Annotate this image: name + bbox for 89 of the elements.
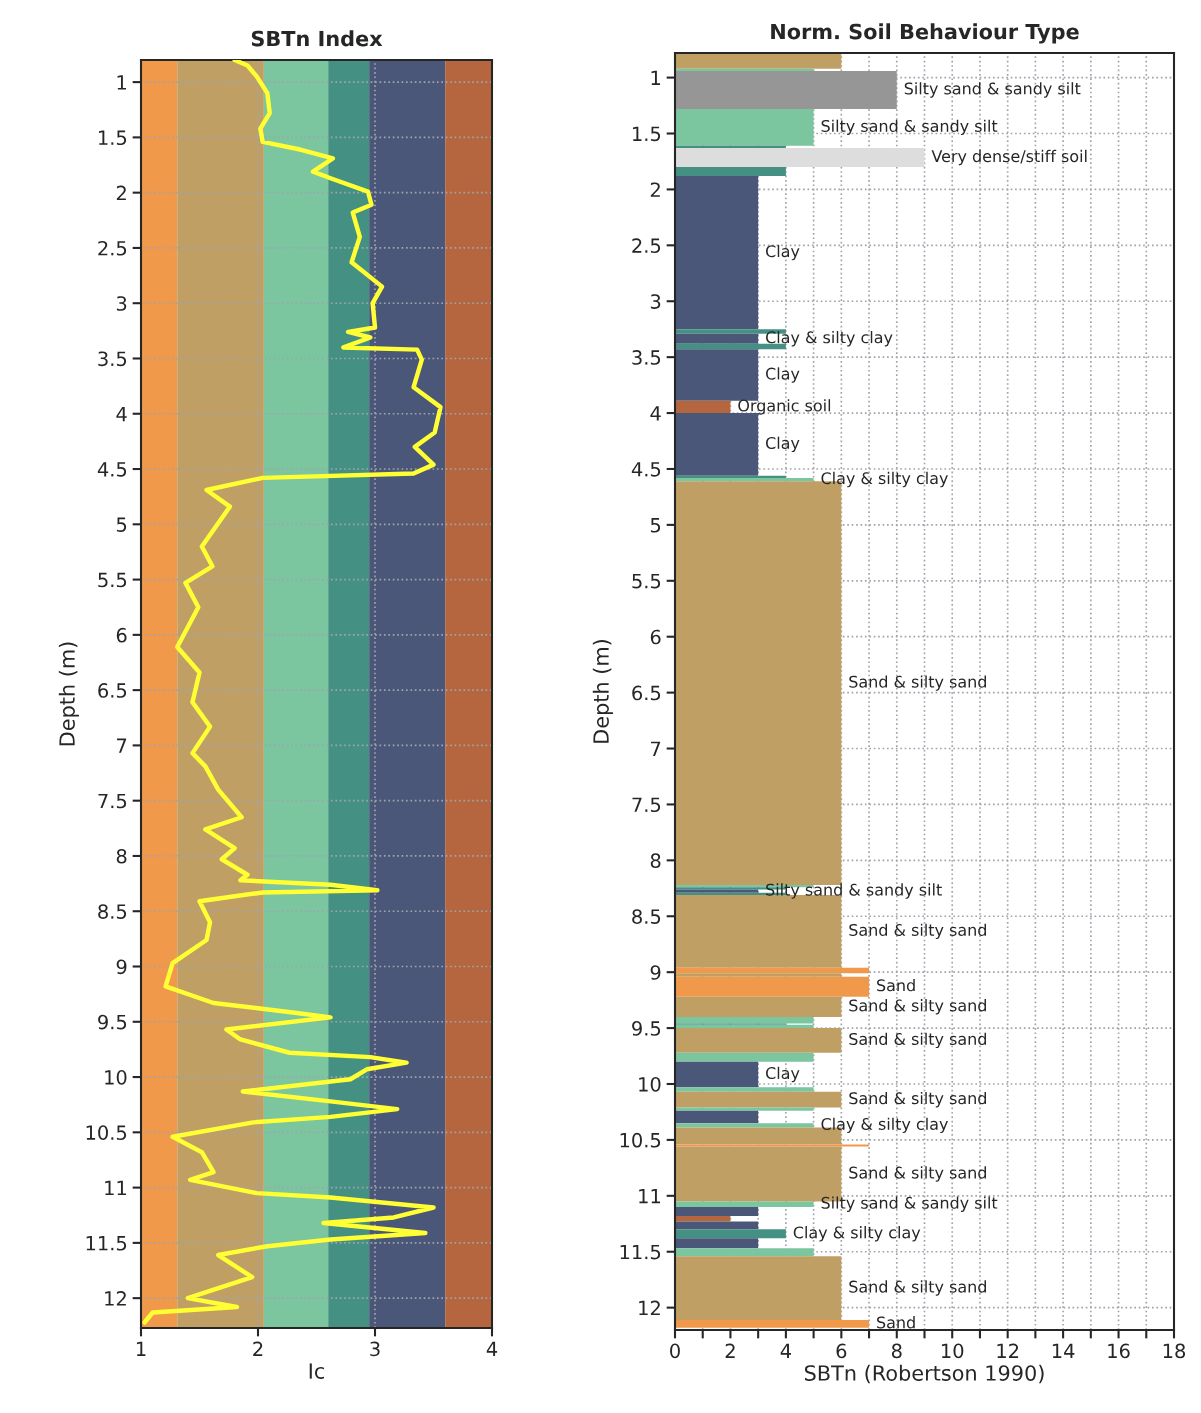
x-tick-label: 18 xyxy=(1163,1343,1186,1359)
y-tick-label: 9 xyxy=(650,965,661,980)
y-axis-title: Depth (m) xyxy=(58,642,79,746)
data-label: Sand & silty sand xyxy=(849,1032,986,1049)
y-tick-label: 3 xyxy=(116,296,127,311)
y-tick-label: 11 xyxy=(105,1180,127,1195)
y-tick-label: 1.5 xyxy=(633,126,661,142)
y-tick-label: 11.5 xyxy=(86,1236,127,1251)
y-tick-label: 3.5 xyxy=(632,350,661,365)
y-tick-label: 8.5 xyxy=(98,904,127,919)
chart-title: SBTn Index xyxy=(251,30,383,47)
x-tick-label: 16 xyxy=(1108,1343,1130,1359)
y-tick-label: 8.5 xyxy=(632,909,661,924)
data-label: Clay xyxy=(765,244,800,261)
y-tick-label: 3.5 xyxy=(98,351,127,367)
y-tick-label: 12 xyxy=(639,1300,660,1316)
data-label: Sand & silty sand xyxy=(849,1280,986,1296)
y-tick-label: 1 xyxy=(117,75,127,90)
y-tick-label: 6 xyxy=(650,629,661,645)
y-tick-label: 2.5 xyxy=(632,238,661,253)
data-label: Clay xyxy=(765,367,800,383)
y-tick-label: 10 xyxy=(105,1070,127,1085)
data-label: Sand & silty sand xyxy=(849,675,986,691)
data-label: Sand xyxy=(877,1316,915,1329)
data-label: Organic soil xyxy=(738,399,831,415)
y-tick-label: 10 xyxy=(639,1076,661,1092)
y-tick-label: 5.5 xyxy=(632,574,661,589)
y-tick-label: 7 xyxy=(651,741,661,756)
y-tick-label: 8 xyxy=(116,848,127,864)
data-label: Clay & silty clay xyxy=(821,471,948,488)
x-tick-label: 2 xyxy=(725,1343,735,1358)
x-tick-label: 10 xyxy=(941,1343,964,1359)
line-series xyxy=(142,60,443,1325)
data-label: Very dense/stiff soil xyxy=(931,149,1087,166)
y-tick-label: 2.5 xyxy=(98,240,127,256)
data-label: Clay & silty clay xyxy=(821,1117,948,1134)
y-tick-label: 4.5 xyxy=(97,462,127,477)
x-tick-label: 12 xyxy=(997,1343,1019,1358)
x-tick-label: 3 xyxy=(370,1341,380,1357)
y-tick-label: 6.5 xyxy=(98,683,127,698)
y-tick-label: 6 xyxy=(116,627,127,643)
y-tick-label: 10.5 xyxy=(620,1132,661,1148)
data-label: Sand xyxy=(877,978,915,992)
y-tick-label: 12 xyxy=(105,1291,126,1306)
y-tick-label: 4.5 xyxy=(631,462,661,477)
data-label: Clay xyxy=(765,436,800,453)
x-tick-label: 1 xyxy=(136,1341,146,1356)
x-tick-label: 2 xyxy=(253,1341,263,1356)
x-tick-label: 6 xyxy=(836,1343,847,1359)
data-label: Clay xyxy=(765,1066,800,1083)
y-tick-label: 7.5 xyxy=(98,793,127,809)
y-tick-label: 1.5 xyxy=(99,130,127,146)
y-tick-label: 7 xyxy=(117,738,127,753)
y-tick-label: 5.5 xyxy=(98,572,127,588)
y-tick-label: 9.5 xyxy=(98,1014,127,1030)
x-tick-label: 4 xyxy=(780,1343,791,1358)
x-tick-label: 8 xyxy=(891,1343,902,1359)
y-tick-label: 7.5 xyxy=(632,797,661,813)
y-tick-label: 5 xyxy=(116,517,127,532)
data-label: Sand & silty sand xyxy=(849,1091,986,1108)
data-label: Silty sand & sandy silt xyxy=(821,119,998,136)
y-tick-label: 2 xyxy=(650,182,660,197)
data-label: Silty sand & sandy silt xyxy=(904,82,1081,98)
y-tick-label: 10.5 xyxy=(86,1125,127,1140)
y-tick-label: 5 xyxy=(650,518,661,533)
y-axis-title: Depth (m) xyxy=(592,639,613,743)
x-tick-label: 4 xyxy=(486,1341,498,1356)
data-label: Sand & silty sand xyxy=(849,999,986,1015)
y-tick-label: 9.5 xyxy=(632,1021,661,1036)
y-tick-label: 6.5 xyxy=(632,685,661,701)
y-tick-label: 2 xyxy=(116,185,126,201)
data-label: Clay & silty clay xyxy=(793,1226,921,1242)
y-tick-label: 4 xyxy=(650,406,661,421)
y-tick-label: 4 xyxy=(116,406,127,422)
x-axis-title: SBTn (Robertson 1990) xyxy=(804,1364,1044,1384)
data-label: Silty sand & sandy silt xyxy=(821,1196,998,1212)
data-label: Clay & silty clay xyxy=(765,330,893,347)
y-tick-label: 9 xyxy=(116,959,127,975)
y-tick-label: 1 xyxy=(651,70,661,85)
chart-title: Norm. Soil Behaviour Type xyxy=(771,23,1079,44)
x-tick-label: 14 xyxy=(1052,1343,1075,1358)
x-tick-label: 0 xyxy=(670,1343,680,1359)
data-label: Sand & silty sand xyxy=(849,923,986,940)
x-axis-title: Ic xyxy=(309,1363,325,1379)
y-tick-label: 3 xyxy=(650,294,661,309)
data-label: Sand & silty sand xyxy=(849,1166,986,1182)
y-tick-label: 11.5 xyxy=(620,1244,661,1260)
y-tick-label: 11 xyxy=(639,1189,661,1204)
y-tick-label: 8 xyxy=(650,853,661,869)
